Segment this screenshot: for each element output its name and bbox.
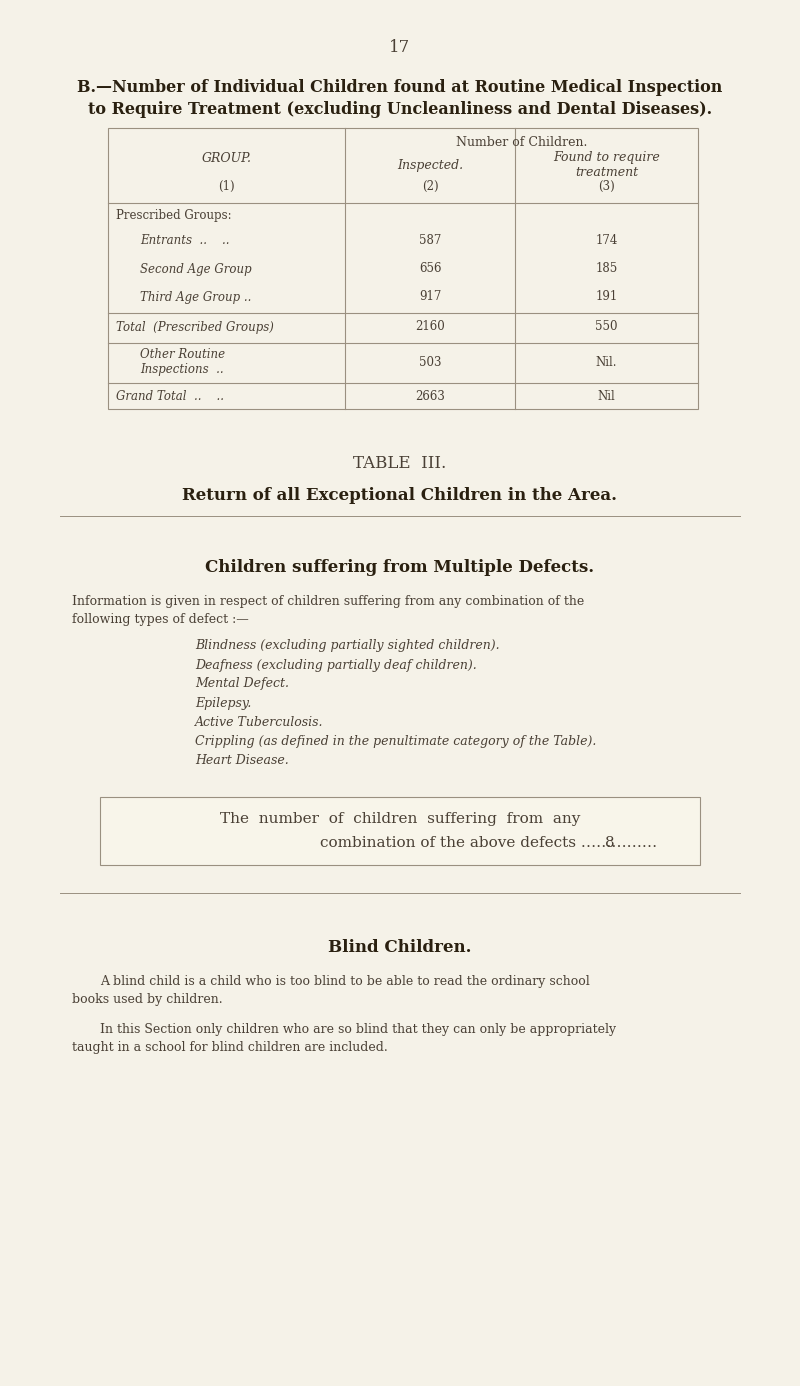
Text: Information is given in respect of children suffering from any combination of th: Information is given in respect of child… [72,596,584,608]
Text: Third Age Group ..: Third Age Group .. [140,291,251,304]
Text: Blindness (excluding partially sighted children).: Blindness (excluding partially sighted c… [195,639,500,653]
Text: 917: 917 [419,291,441,304]
Text: to Require Treatment (excluding Uncleanliness and Dental Diseases).: to Require Treatment (excluding Uncleanl… [88,101,712,118]
Text: taught in a school for blind children are included.: taught in a school for blind children ar… [72,1041,388,1053]
FancyBboxPatch shape [100,797,700,865]
Text: The  number  of  children  suffering  from  any: The number of children suffering from an… [220,812,580,826]
Text: Nil: Nil [598,391,615,403]
Text: 191: 191 [595,291,618,304]
Text: Crippling (as defined in the penultimate category of the Table).: Crippling (as defined in the penultimate… [195,735,596,747]
Text: Children suffering from Multiple Defects.: Children suffering from Multiple Defects… [206,560,594,577]
Text: (2): (2) [422,180,438,193]
Text: GROUP.: GROUP. [202,151,251,165]
Text: Prescribed Groups:: Prescribed Groups: [116,208,232,222]
Text: Inspected.: Inspected. [397,159,463,172]
Text: Second Age Group: Second Age Group [140,262,252,276]
Text: 8: 8 [605,836,615,850]
Text: Other Routine: Other Routine [140,348,225,360]
Text: 656: 656 [418,262,442,276]
Text: 17: 17 [390,39,410,57]
Text: Mental Defect.: Mental Defect. [195,678,289,690]
Text: Return of all Exceptional Children in the Area.: Return of all Exceptional Children in th… [182,488,618,505]
Text: 2663: 2663 [415,391,445,403]
Text: Epilepsy.: Epilepsy. [195,697,251,710]
Text: 185: 185 [595,262,618,276]
Text: 550: 550 [595,320,618,334]
Text: Found to require: Found to require [553,151,660,165]
Text: Heart Disease.: Heart Disease. [195,754,289,766]
Text: TABLE  III.: TABLE III. [354,456,446,473]
Text: Deafness (excluding partially deaf children).: Deafness (excluding partially deaf child… [195,658,477,671]
Text: treatment: treatment [575,165,638,179]
Text: (3): (3) [598,180,615,193]
Text: (1): (1) [218,180,235,193]
Text: 587: 587 [419,234,441,248]
Text: In this Section only children who are so blind that they can only be appropriate: In this Section only children who are so… [100,1023,616,1037]
Text: Total  (Prescribed Groups): Total (Prescribed Groups) [116,320,274,334]
Text: Active Tuberculosis.: Active Tuberculosis. [195,715,323,729]
Text: Nil.: Nil. [596,355,618,369]
Text: B.—Number of Individual Children found at Routine Medical Inspection: B.—Number of Individual Children found a… [78,79,722,97]
Text: Inspections  ..: Inspections .. [140,363,224,377]
Text: 174: 174 [595,234,618,248]
Text: Number of Children.: Number of Children. [456,136,587,148]
Text: 2160: 2160 [415,320,445,334]
Text: A blind child is a child who is too blind to be able to read the ordinary school: A blind child is a child who is too blin… [100,976,590,988]
Text: books used by children.: books used by children. [72,992,222,1005]
Text: combination of the above defects ……………: combination of the above defects …………… [320,836,657,850]
Text: Entrants  ..    ..: Entrants .. .. [140,234,230,248]
Text: Blind Children.: Blind Children. [328,940,472,956]
Text: 503: 503 [418,355,442,369]
Text: following types of defect :—: following types of defect :— [72,613,249,625]
Text: Grand Total  ..    ..: Grand Total .. .. [116,391,224,403]
